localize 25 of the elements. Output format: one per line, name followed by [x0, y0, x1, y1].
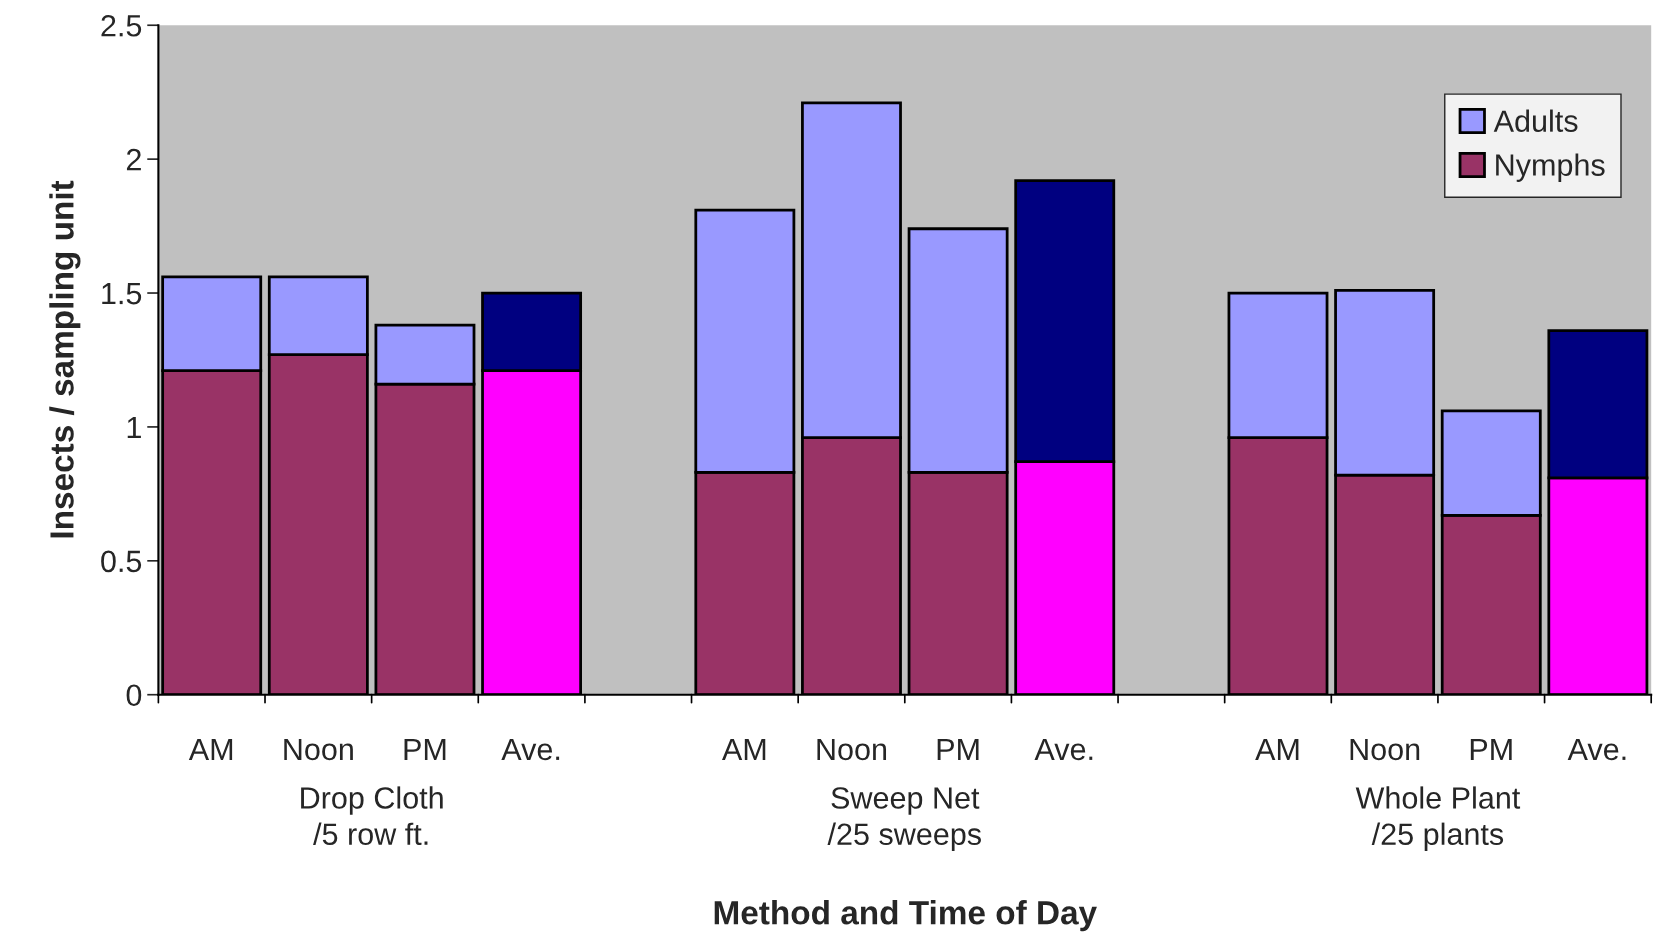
y-tick-label: 0: [126, 684, 142, 707]
x-tick-label: Noon: [817, 738, 887, 761]
legend-label: Adults: [1493, 109, 1578, 132]
y-tick-label: 2.5: [101, 14, 142, 37]
x-tick-label: Ave.: [1034, 738, 1093, 761]
y-tick-label: 1: [127, 416, 141, 438]
text: Drop Cloth /5 row ft.: [301, 786, 443, 846]
x-axis-title: Method and Time of Day: [714, 900, 1097, 932]
y-axis-title: Insects / sampling unit: [49, 180, 81, 538]
x-tick-label: Noon: [284, 738, 353, 761]
x-tick-label: Ave.: [1567, 738, 1626, 761]
y-tick-label: 2: [126, 148, 141, 171]
y-tick-label: 0.5: [101, 550, 142, 573]
legend-label: Nymphs: [1496, 153, 1605, 182]
x-tick-label: AM: [1255, 738, 1299, 760]
x-tick-label: AM: [721, 738, 766, 760]
x-tick-label: Noon: [1350, 738, 1420, 761]
x-tick-label: PM: [404, 738, 446, 760]
x-tick-label: Ave.: [501, 738, 560, 761]
y-tick-label: 1.5: [102, 283, 142, 305]
text: Whole Plant /25 plants: [1355, 786, 1521, 852]
x-tick-label: PM: [1470, 738, 1512, 760]
text: Sweep Net /25 sweeps: [827, 787, 981, 852]
x-tick-label: AM: [188, 738, 233, 760]
x-tick-label: PM: [937, 738, 979, 760]
